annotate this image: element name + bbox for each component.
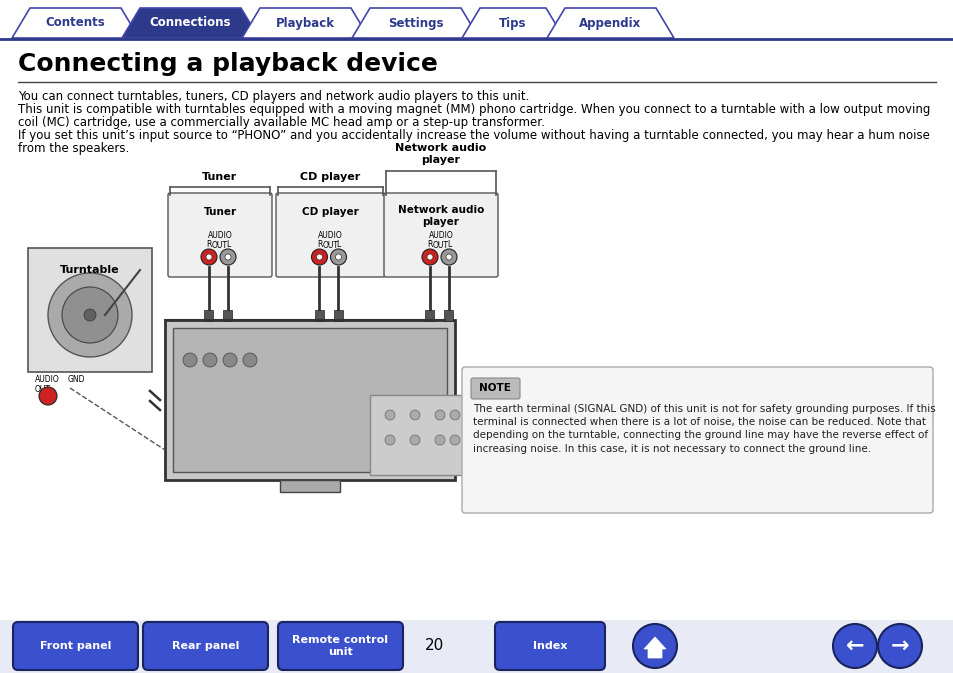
FancyBboxPatch shape (0, 620, 953, 673)
Circle shape (385, 435, 395, 445)
Polygon shape (242, 8, 369, 38)
Text: Settings: Settings (387, 17, 443, 30)
FancyBboxPatch shape (425, 310, 434, 320)
Circle shape (62, 287, 118, 343)
Text: ←: ← (844, 636, 863, 656)
Circle shape (427, 254, 433, 260)
Circle shape (335, 254, 341, 260)
Text: Turntable: Turntable (60, 265, 119, 275)
Circle shape (450, 410, 459, 420)
Circle shape (84, 309, 96, 321)
Text: L: L (226, 240, 230, 249)
Text: R: R (427, 240, 433, 249)
Circle shape (385, 410, 395, 420)
Polygon shape (546, 8, 673, 38)
Polygon shape (12, 8, 139, 38)
Circle shape (440, 249, 456, 265)
Circle shape (220, 249, 235, 265)
Circle shape (312, 249, 327, 265)
FancyBboxPatch shape (461, 367, 932, 513)
FancyBboxPatch shape (444, 310, 453, 320)
Text: →: → (890, 636, 908, 656)
Text: Tips: Tips (498, 17, 526, 30)
Text: Network audio
player: Network audio player (395, 143, 486, 165)
Circle shape (225, 254, 231, 260)
Text: Tuner: Tuner (203, 207, 236, 217)
Circle shape (206, 254, 212, 260)
FancyBboxPatch shape (277, 622, 402, 670)
Circle shape (633, 624, 677, 668)
FancyBboxPatch shape (165, 320, 455, 480)
Circle shape (330, 249, 346, 265)
Text: L: L (446, 240, 451, 249)
Text: AUDIO
OUT: AUDIO OUT (317, 231, 342, 250)
Circle shape (201, 249, 216, 265)
Text: Index: Index (533, 641, 567, 651)
Text: GND: GND (68, 375, 86, 384)
Polygon shape (122, 8, 258, 38)
Circle shape (446, 254, 452, 260)
Circle shape (421, 249, 437, 265)
Text: Connecting a playback device: Connecting a playback device (18, 52, 437, 76)
Text: Tuner: Tuner (202, 172, 237, 182)
Circle shape (243, 353, 256, 367)
Circle shape (877, 624, 921, 668)
Text: CD player: CD player (302, 207, 358, 217)
Text: Appendix: Appendix (578, 17, 641, 30)
FancyBboxPatch shape (143, 622, 268, 670)
Text: If you set this unit’s input source to “PHONO” and you accidentally increase the: If you set this unit’s input source to “… (18, 129, 929, 142)
Text: Contents: Contents (46, 17, 105, 30)
Circle shape (39, 387, 57, 405)
Text: The earth terminal (SIGNAL GND) of this unit is not for safety grounding purpose: The earth terminal (SIGNAL GND) of this … (473, 404, 935, 454)
FancyBboxPatch shape (223, 310, 233, 320)
Polygon shape (461, 8, 563, 38)
Text: CD player: CD player (299, 172, 359, 182)
FancyBboxPatch shape (172, 328, 447, 472)
Text: 20: 20 (425, 639, 444, 653)
Circle shape (410, 435, 419, 445)
FancyBboxPatch shape (495, 622, 604, 670)
FancyBboxPatch shape (314, 310, 324, 320)
Circle shape (203, 353, 216, 367)
Text: Front panel: Front panel (40, 641, 112, 651)
Text: Connections: Connections (150, 17, 231, 30)
FancyBboxPatch shape (275, 193, 385, 277)
Circle shape (223, 353, 236, 367)
Text: Playback: Playback (275, 17, 335, 30)
Text: You can connect turntables, tuners, CD players and network audio players to this: You can connect turntables, tuners, CD p… (18, 90, 529, 103)
Text: Network audio
player: Network audio player (397, 205, 484, 227)
Polygon shape (643, 637, 665, 658)
FancyBboxPatch shape (471, 378, 519, 399)
Text: AUDIO
OUT: AUDIO OUT (428, 231, 453, 250)
Circle shape (316, 254, 322, 260)
Circle shape (450, 435, 459, 445)
Circle shape (48, 273, 132, 357)
Text: R: R (316, 240, 322, 249)
Text: coil (MC) cartridge, use a commercially available MC head amp or a step-up trans: coil (MC) cartridge, use a commercially … (18, 116, 544, 129)
FancyBboxPatch shape (334, 310, 343, 320)
FancyBboxPatch shape (204, 310, 213, 320)
Circle shape (832, 624, 876, 668)
FancyBboxPatch shape (280, 480, 339, 492)
Polygon shape (352, 8, 478, 38)
FancyBboxPatch shape (370, 395, 470, 475)
Text: R: R (206, 240, 212, 249)
Text: from the speakers.: from the speakers. (18, 142, 129, 155)
Circle shape (183, 353, 196, 367)
Text: Rear panel: Rear panel (172, 641, 239, 651)
FancyBboxPatch shape (28, 248, 152, 372)
FancyBboxPatch shape (168, 193, 272, 277)
FancyBboxPatch shape (384, 193, 497, 277)
FancyBboxPatch shape (13, 622, 138, 670)
Text: AUDIO
OUT: AUDIO OUT (35, 375, 60, 394)
Text: Remote control
unit: Remote control unit (293, 635, 388, 658)
Circle shape (435, 435, 444, 445)
Text: NOTE: NOTE (478, 383, 511, 393)
Circle shape (410, 410, 419, 420)
Circle shape (435, 410, 444, 420)
Text: This unit is compatible with turntables equipped with a moving magnet (MM) phono: This unit is compatible with turntables … (18, 103, 929, 116)
Text: L: L (336, 240, 340, 249)
Text: AUDIO
OUT: AUDIO OUT (208, 231, 233, 250)
